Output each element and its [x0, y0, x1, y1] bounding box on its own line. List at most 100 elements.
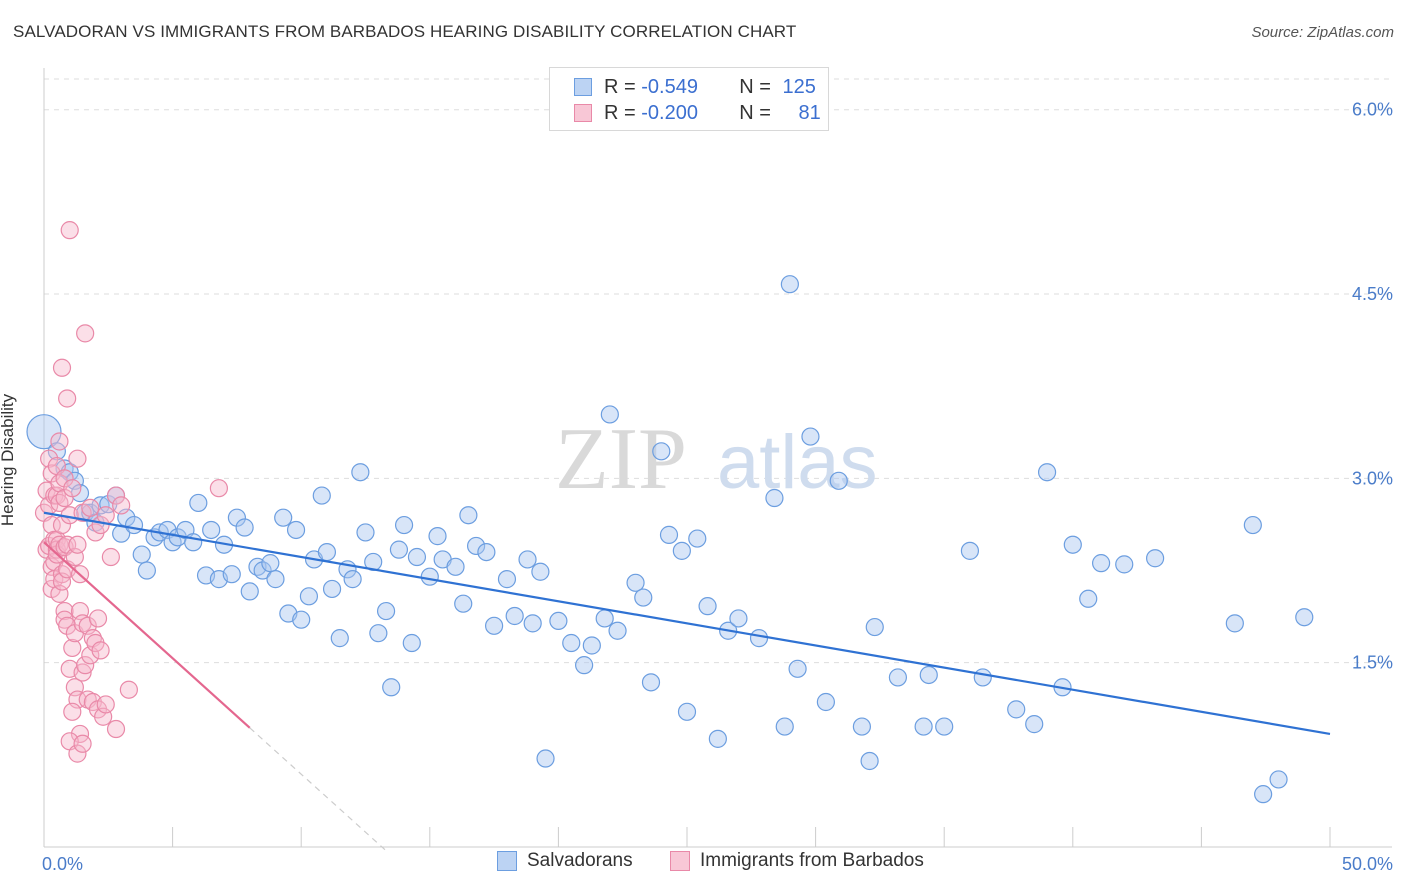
salvadoran-point: [26, 414, 62, 450]
salvadoran-point: [292, 610, 311, 629]
salvadoran-point: [652, 442, 671, 461]
salvadoran-point: [1079, 589, 1098, 608]
salvadoran-point: [240, 582, 259, 601]
legend-swatch-pink: [574, 104, 592, 122]
barbados-point: [40, 449, 59, 468]
salvadoran-point: [466, 536, 486, 556]
salvadoran-point: [1063, 535, 1082, 554]
salvadoran-point: [274, 508, 293, 527]
salvadoran-point: [549, 611, 568, 631]
salvadoran-point: [477, 542, 496, 562]
salvadoran-point: [562, 633, 581, 653]
series-label-barbados: Immigrants from Barbados: [700, 850, 924, 871]
salvadoran-point: [626, 573, 645, 592]
barbados-point: [63, 479, 82, 498]
salvadoran-point: [132, 545, 151, 564]
salvadoran-point: [389, 540, 409, 559]
salvadoran-point: [677, 702, 697, 721]
legend-row-barbados: R = -0.200 N = 81: [574, 100, 821, 126]
salvadoran-point: [1025, 715, 1044, 734]
series-legend-salvadorans: Salvadorans: [497, 850, 633, 872]
barbados-point: [50, 493, 69, 513]
salvadoran-point: [330, 629, 349, 648]
salvadoran-point: [816, 692, 835, 712]
salvadoran-point: [454, 594, 473, 613]
salvadoran-point: [1115, 555, 1134, 574]
watermark-zip: ZIP: [555, 411, 687, 508]
chart-title: SALVADORAN VS IMMIGRANTS FROM BARBADOS H…: [13, 22, 797, 41]
source-label: Source: ZipAtlas.com: [1251, 24, 1394, 41]
y-tick-label: 6.0%: [1352, 100, 1393, 120]
salvadoran-point: [914, 717, 933, 736]
salvadoran-point: [261, 554, 280, 573]
salvadoran-point: [505, 606, 524, 626]
barbados-point: [63, 638, 82, 658]
barbados-point: [68, 449, 87, 468]
barbados-point: [63, 702, 82, 721]
salvadoran-point: [163, 533, 182, 552]
legend-r-value: -0.200: [641, 101, 698, 124]
series-label-salvadorans: Salvadorans: [527, 850, 633, 871]
series-swatch-pink: [670, 851, 690, 871]
y-tick-label: 1.5%: [1352, 653, 1393, 673]
salvadoran-point: [124, 515, 144, 535]
legend-n-value: 81: [798, 101, 821, 124]
salvadoran-point: [222, 565, 241, 584]
salvadoran-point: [672, 541, 691, 560]
barbados-point: [101, 547, 120, 567]
barbados-point: [112, 496, 131, 515]
salvadoran-point: [575, 656, 594, 675]
salvadoran-point: [497, 570, 517, 589]
salvadoran-point: [973, 668, 992, 687]
salvadoran-point: [708, 729, 727, 748]
salvadoran-point: [729, 609, 748, 628]
salvadoran-point: [780, 275, 799, 294]
salvadoran-point: [356, 523, 375, 542]
barbados-trend-line: [43, 541, 251, 729]
barbados-trend-extension: [249, 727, 387, 852]
barbados-point: [106, 719, 126, 739]
salvadoran-point: [775, 717, 794, 736]
barbados-point: [55, 469, 74, 488]
salvadoran-point: [688, 529, 707, 548]
salvadoran-point: [137, 561, 156, 580]
salvadoran-point: [765, 488, 784, 508]
salvadoran-point: [829, 471, 848, 490]
barbados-point: [52, 565, 72, 584]
legend-r-value: -0.549: [641, 75, 698, 98]
salvadoran-point: [634, 588, 653, 607]
salvadoran-point: [394, 515, 414, 535]
salvadoran-point: [485, 616, 504, 635]
salvadoran-point: [1007, 700, 1026, 719]
salvadoran-point: [266, 570, 285, 589]
salvadoran-point: [888, 668, 908, 687]
salvadoran-point: [860, 751, 879, 771]
salvadoran-point: [659, 525, 679, 544]
salvadoran-point: [312, 486, 331, 505]
salvadoran-point: [343, 570, 362, 589]
salvadoran-point: [322, 579, 342, 599]
salvadoran-point: [531, 562, 550, 581]
barbados-point: [55, 488, 74, 508]
salvadoran-point: [960, 541, 980, 560]
barbados-point: [50, 432, 69, 451]
salvadoran-trend-line: [43, 511, 1331, 736]
salvadoran-point: [852, 717, 871, 736]
barbados-point: [91, 641, 110, 660]
legend-n-label: N =: [739, 101, 771, 124]
legend-r-label: R =: [604, 75, 636, 98]
series-legend-barbados: Immigrants from Barbados: [670, 850, 924, 872]
salvadoran-point: [1269, 770, 1288, 789]
legend-n-label: N =: [739, 75, 771, 98]
salvadoran-point: [1243, 515, 1262, 535]
x-tick-label: 0.0%: [42, 854, 83, 874]
barbados-point: [119, 680, 138, 699]
salvadoran-point: [600, 405, 619, 424]
barbados-point: [73, 734, 92, 753]
salvadoran-point: [407, 547, 427, 567]
salvadoran-point: [299, 587, 319, 606]
salvadoran-point: [1146, 549, 1165, 568]
salvadoran-point: [227, 508, 246, 527]
salvadoran-point: [801, 427, 820, 446]
